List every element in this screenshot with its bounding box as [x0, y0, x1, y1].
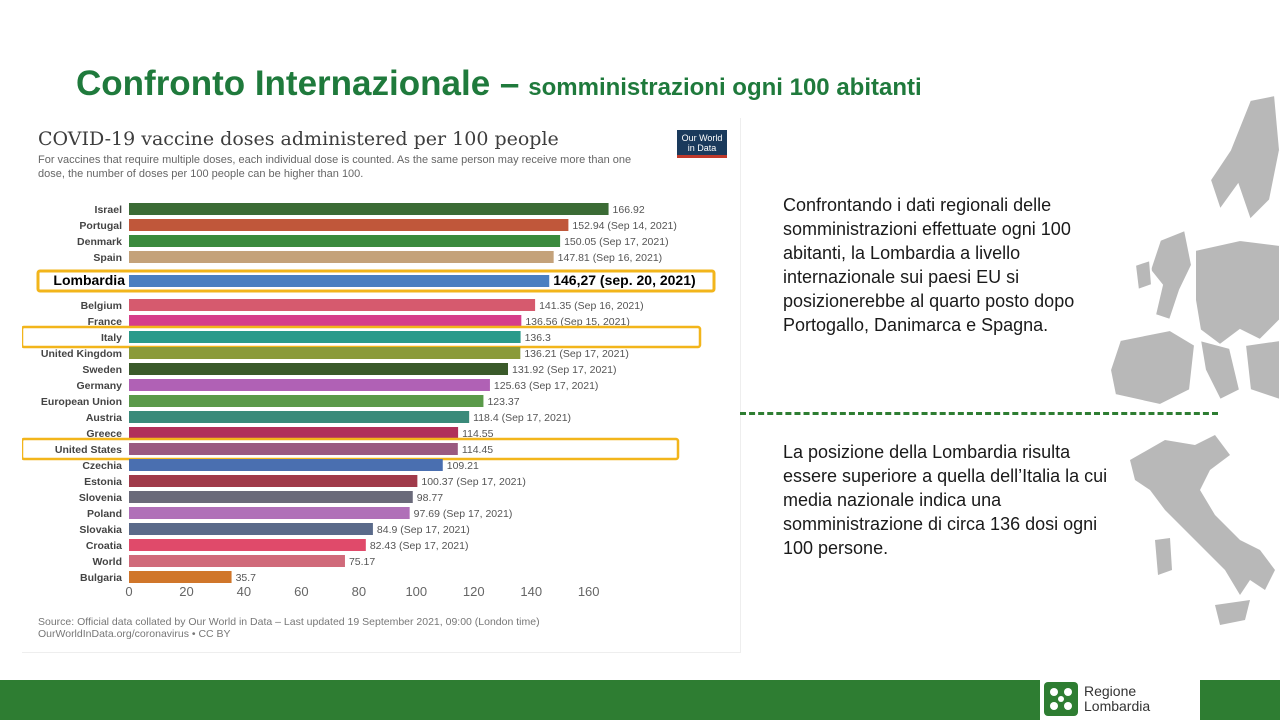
bar-label-world: World	[92, 556, 122, 568]
footer-bar-right	[1200, 680, 1280, 720]
chart-subtitle: For vaccines that require multiple doses…	[38, 154, 632, 180]
bar-label-lombardia: Lombardia	[53, 272, 125, 288]
bar-croatia	[129, 539, 366, 551]
bar-label-european-union: European Union	[41, 396, 122, 408]
slide-title-sub: somministrazioni ogni 100 abitanti	[528, 74, 922, 101]
value-label-slovenia: 98.77	[417, 492, 443, 504]
bar-label-croatia: Croatia	[86, 540, 122, 552]
bar-slovakia	[129, 523, 373, 535]
x-tick-80: 80	[352, 584, 366, 599]
bar-label-germany: Germany	[76, 380, 122, 392]
bar-label-austria: Austria	[86, 412, 122, 424]
bar-label-united-states: United States	[55, 444, 122, 456]
value-label-austria: 118.4 (Sep 17, 2021)	[473, 412, 571, 424]
value-label-poland: 97.69 (Sep 17, 2021)	[414, 508, 513, 520]
x-tick-40: 40	[237, 584, 251, 599]
x-tick-100: 100	[405, 584, 427, 599]
value-label-united-kingdom: 136.21 (Sep 17, 2021)	[524, 348, 629, 360]
value-label-sweden: 131.92 (Sep 17, 2021)	[512, 364, 617, 376]
bar-label-france: France	[88, 316, 123, 328]
bar-greece	[129, 427, 459, 439]
regione-lombardia-brand: Regione Lombardia	[1044, 682, 1194, 718]
bar-label-united-kingdom: United Kingdom	[41, 348, 122, 360]
x-tick-140: 140	[520, 584, 542, 599]
bar-sweden	[129, 363, 509, 375]
bar-bulgaria	[129, 571, 232, 583]
chart-source: Source: Official data collated by Our Wo…	[38, 616, 718, 640]
value-label-france: 136.56 (Sep 15, 2021)	[525, 316, 630, 328]
bar-label-slovakia: Slovakia	[79, 524, 122, 536]
bar-label-bulgaria: Bulgaria	[80, 572, 122, 584]
bar-italy	[129, 331, 521, 343]
value-label-spain: 147.81 (Sep 16, 2021)	[558, 252, 663, 264]
footer-bar-left	[0, 680, 1040, 720]
bar-label-poland: Poland	[87, 508, 122, 520]
europe-map-icon	[1108, 93, 1280, 407]
x-tick-160: 160	[578, 584, 600, 599]
bar-label-denmark: Denmark	[77, 236, 122, 248]
bar-label-greece: Greece	[86, 428, 122, 440]
value-label-israel: 166.92	[613, 204, 645, 216]
slide-title-main: Confronto Internazionale –	[76, 64, 520, 103]
value-label-world: 75.17	[349, 556, 375, 568]
bar-czechia	[129, 459, 443, 471]
italy-map-icon	[1130, 435, 1275, 625]
bar-belgium	[129, 299, 536, 311]
bar-world	[129, 555, 345, 567]
bar-germany	[129, 379, 490, 391]
bar-label-estonia: Estonia	[84, 476, 122, 488]
bar-label-portugal: Portugal	[79, 220, 122, 232]
dashed-divider	[740, 412, 1218, 415]
owid-logo: Our World in Data	[677, 130, 727, 158]
chart-title: COVID-19 vaccine doses administered per …	[38, 128, 559, 150]
value-label-slovakia: 84.9 (Sep 17, 2021)	[377, 524, 470, 536]
value-label-european-union: 123.37	[487, 396, 519, 408]
value-label-bulgaria: 35.7	[236, 572, 257, 584]
value-label-belgium: 141.35 (Sep 16, 2021)	[539, 300, 644, 312]
bar-united-kingdom	[129, 347, 521, 359]
value-label-estonia: 100.37 (Sep 17, 2021)	[421, 476, 526, 488]
x-tick-60: 60	[294, 584, 308, 599]
bar-austria	[129, 411, 470, 423]
commentary-2: La posizione della Lombardia risulta ess…	[783, 442, 1108, 558]
brand-name: Regione Lombardia	[1084, 683, 1151, 714]
bar-poland	[129, 507, 410, 519]
value-label-italy: 136.3	[525, 332, 551, 344]
slide-title: Confronto Internazionale – somministrazi…	[76, 64, 922, 104]
bar-lombardia	[129, 275, 550, 287]
bar-label-spain: Spain	[93, 252, 122, 264]
regione-lombardia-logo-icon	[1044, 682, 1078, 716]
bar-portugal	[129, 219, 569, 231]
bar-estonia	[129, 475, 418, 487]
bar-label-israel: Israel	[95, 204, 123, 216]
value-label-united-states: 114.45	[462, 444, 493, 456]
value-label-germany: 125.63 (Sep 17, 2021)	[494, 380, 599, 392]
bar-european-union	[129, 395, 484, 407]
bar-label-italy: Italy	[101, 332, 122, 344]
value-label-greece: 114.55	[462, 428, 493, 440]
x-tick-120: 120	[463, 584, 485, 599]
value-label-portugal: 152.94 (Sep 14, 2021)	[572, 220, 677, 232]
bar-france	[129, 315, 522, 327]
bar-united-states	[129, 443, 458, 455]
bar-denmark	[129, 235, 561, 247]
bar-spain	[129, 251, 554, 263]
bar-label-czechia: Czechia	[82, 460, 122, 472]
x-tick-0: 0	[125, 584, 132, 599]
bar-chart: Israel 166.92 Portugal 152.94 (Sep 14, 2021…	[22, 203, 716, 599]
value-label-croatia: 82.43 (Sep 17, 2021)	[370, 540, 469, 552]
bar-israel	[129, 203, 609, 215]
highlight-box-lombardia	[36, 269, 716, 293]
x-tick-20: 20	[179, 584, 193, 599]
chart-card: COVID-19 vaccine doses administered per …	[22, 118, 741, 653]
bar-label-sweden: Sweden	[82, 364, 122, 376]
value-label-denmark: 150.05 (Sep 17, 2021)	[564, 236, 669, 248]
bar-slovenia	[129, 491, 413, 503]
bar-label-slovenia: Slovenia	[79, 492, 122, 504]
chart-source-text: Source: Official data collated by Our Wo…	[38, 616, 540, 640]
bar-label-belgium: Belgium	[81, 300, 122, 312]
value-label-lombardia: 146,27 (sep. 20, 2021)	[553, 272, 695, 288]
commentary-1: Confrontando i dati regionali delle somm…	[783, 195, 1075, 335]
value-label-czechia: 109.21	[447, 460, 479, 472]
